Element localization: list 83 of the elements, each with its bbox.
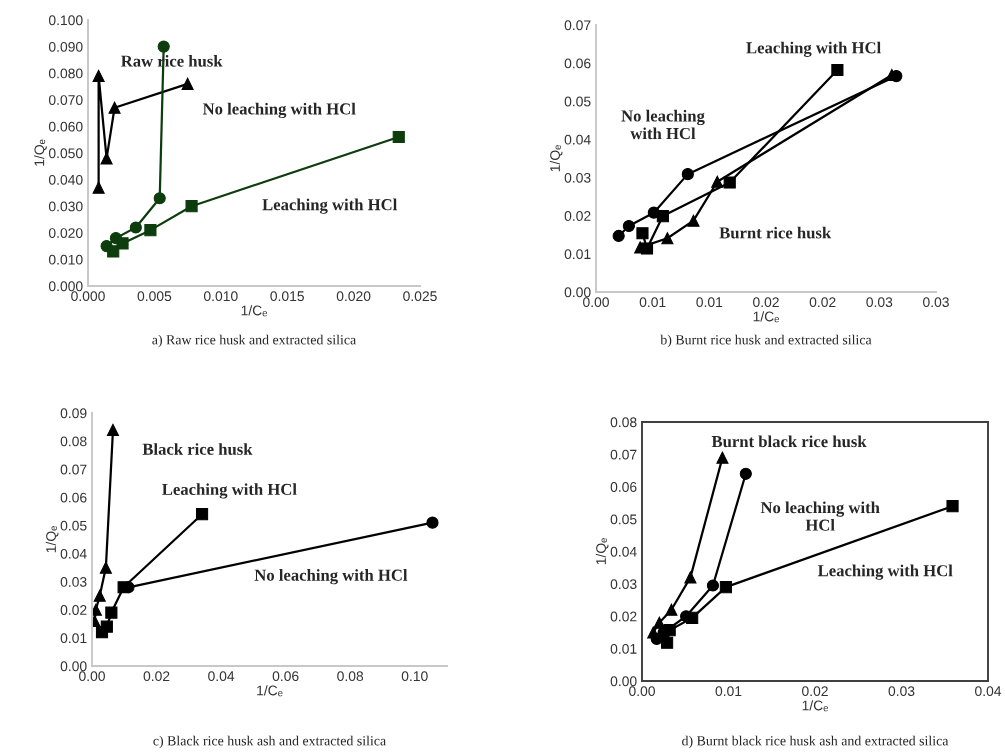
x-tick-label: 0.005 (137, 291, 172, 302)
y-tick-label: 0.05 (60, 520, 87, 531)
x-tick-label: 0.01 (639, 297, 666, 308)
x-tick-label: 0.00 (583, 297, 609, 308)
y-tick-label: 0.05 (564, 96, 591, 107)
x-tick-label: 0.02 (143, 671, 170, 682)
x-tick-label: 0.06 (272, 671, 299, 682)
y-tick-label: 0.01 (60, 633, 87, 644)
x-tick-label: 0.02 (809, 297, 836, 308)
y-tick-label: 0.07 (610, 449, 637, 460)
y-tick-label: 0.000 (48, 281, 83, 292)
x-tick-label: 0.00 (79, 671, 105, 682)
y-tick-label: 0.06 (610, 482, 637, 492)
annotation: Burnt rice husk (719, 226, 832, 239)
y-tick-label: 0.03 (60, 577, 87, 587)
y-tick-label: 0.080 (48, 68, 83, 79)
annotation: Leaching with HCl (817, 564, 953, 580)
x-tick-label: 0.01 (696, 297, 723, 308)
y-tick-label: 0.02 (610, 611, 637, 622)
y-tick-label: 0.04 (60, 548, 87, 559)
annotation: Leaching with HCl (162, 483, 297, 499)
y-tick-label: 0.020 (48, 228, 83, 238)
x-tick-label: 0.015 (270, 291, 304, 302)
annotation: No leaching with HCl (254, 569, 408, 585)
x-axis-title: 1/Cₑ (802, 700, 829, 712)
x-tick-label: 0.000 (71, 291, 105, 302)
y-axis-title: 1/Qₑ (45, 526, 59, 553)
y-tick-label: 0.09 (60, 408, 87, 419)
y-tick-label: 0.050 (48, 148, 83, 159)
y-axis-title: 1/Qₑ (34, 139, 47, 166)
annotation: Leaching with HCl (746, 41, 881, 57)
y-tick-label: 0.03 (564, 172, 591, 183)
annotation: Leaching with HCl (262, 198, 398, 214)
x-tick-label: 0.03 (866, 297, 893, 308)
y-tick-label: 0.04 (564, 134, 591, 145)
x-tick-label: 0.04 (975, 686, 1002, 697)
text: a) Raw rice husk and extracted silica (152, 334, 356, 348)
y-tick-label: 0.100 (48, 15, 83, 26)
x-tick-label: 0.03 (923, 297, 949, 308)
y-tick-label: 0.07 (60, 464, 87, 475)
y-tick-label: 0.060 (48, 121, 83, 132)
x-tick-label: 0.10 (401, 671, 428, 682)
annotation: No leaching with HCl (760, 501, 880, 531)
x-tick-label: 0.010 (203, 291, 238, 302)
annotation: No leaching with HCl (202, 102, 356, 119)
x-tick-label: 0.01 (715, 686, 742, 697)
annotation: No leaching with HCl (621, 109, 705, 140)
y-tick-label: 0.00 (60, 661, 87, 672)
y-tick-label: 0.02 (564, 211, 591, 221)
x-axis-title: 1/Cₑ (257, 685, 283, 697)
x-tick-label: 0.00 (629, 686, 655, 697)
y-axis-title: 1/Qₑ (549, 145, 563, 172)
x-axis-title: 1/Cₑ (753, 311, 780, 323)
y-tick-label: 0.01 (564, 249, 591, 260)
y-tick-label: 0.08 (610, 417, 637, 428)
y-axis-title: 1/Qₑ (595, 538, 609, 565)
x-tick-label: 0.02 (802, 686, 828, 697)
x-tick-label: 0.02 (753, 297, 779, 308)
annotation: Burnt black rice husk (711, 435, 867, 448)
text: d) Burnt black rice husk ash and extracted silica (682, 735, 949, 749)
x-tick-label: 0.04 (208, 671, 235, 682)
y-tick-label: 0.08 (60, 436, 87, 447)
y-tick-label: 0.02 (60, 605, 87, 615)
y-tick-label: 0.070 (48, 95, 83, 105)
y-tick-label: 0.03 (610, 579, 637, 590)
y-tick-label: 0.07 (564, 20, 591, 31)
text: c) Black rice husk ash and extracted silica (153, 735, 386, 749)
y-tick-label: 0.06 (564, 58, 591, 69)
x-tick-label: 0.08 (337, 671, 364, 682)
y-tick-label: 0.090 (48, 41, 83, 52)
x-tick-label: 0.020 (336, 291, 371, 302)
y-tick-label: 0.040 (48, 174, 83, 185)
x-tick-label: 0.03 (888, 686, 915, 697)
y-tick-label: 0.01 (610, 643, 637, 654)
text: b) Burnt rice husk and extracted silica (660, 334, 872, 348)
y-tick-label: 0.06 (60, 492, 87, 503)
y-tick-label: 0.010 (48, 254, 83, 265)
y-tick-label: 0.04 (610, 546, 637, 557)
y-tick-label: 0.030 (48, 201, 83, 212)
y-tick-label: 0.05 (610, 514, 637, 525)
x-axis-title: 1/Cₑ (241, 305, 268, 317)
x-tick-label: 0.025 (403, 291, 437, 302)
annotation: Black rice husk (142, 443, 253, 455)
